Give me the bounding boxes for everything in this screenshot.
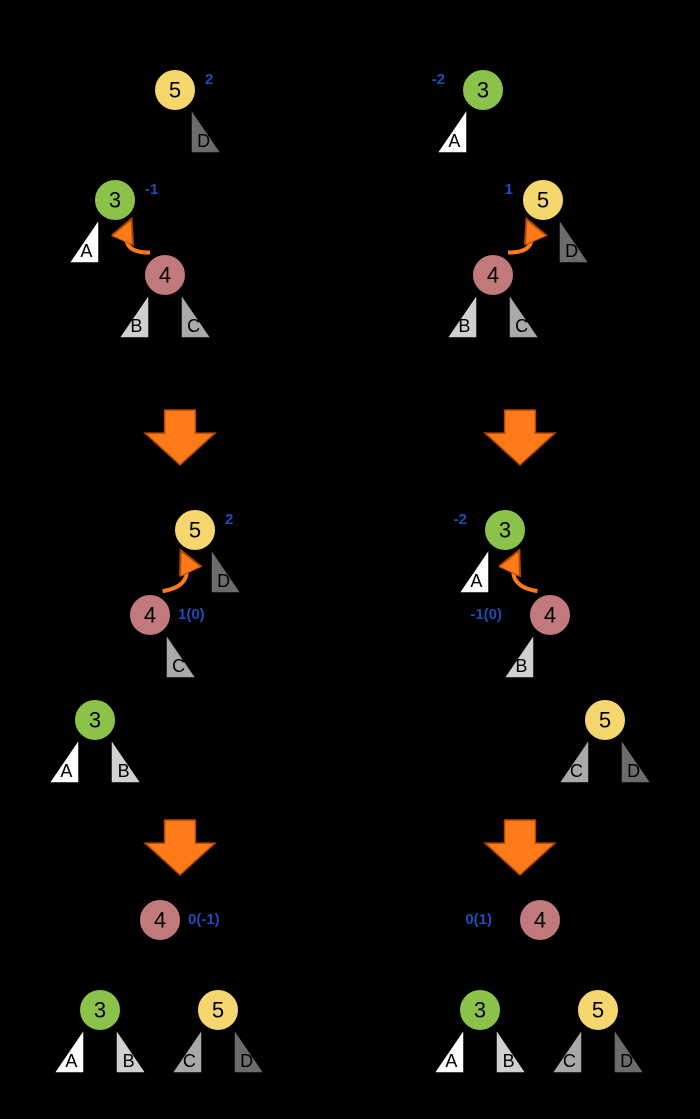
subtree-label: C: [183, 1051, 196, 1071]
node-label: 3: [89, 708, 101, 733]
node-label: 4: [144, 603, 156, 628]
step-arrow: [485, 820, 555, 875]
tree-edge: [551, 938, 586, 993]
subtree-label: A: [80, 241, 92, 261]
subtree-label: B: [503, 1051, 515, 1071]
balance-factor-label: -1: [145, 181, 158, 198]
step-arrow: [145, 820, 215, 875]
node-label: 4: [544, 603, 556, 628]
subtree-label: D: [565, 241, 578, 261]
edges-layer: [79, 90, 621, 1033]
node-label: 3: [94, 998, 106, 1023]
node-label: 3: [477, 78, 489, 103]
step-arrows-layer: [145, 410, 555, 875]
node-label: 3: [499, 518, 511, 543]
subtree-label: B: [118, 761, 130, 781]
node-label: 4: [534, 908, 546, 933]
subtree-label: A: [65, 1051, 77, 1071]
subtree-label: D: [627, 761, 640, 781]
balance-factor-label: 2: [225, 511, 233, 528]
balance-factor-label: 0(-1): [188, 911, 220, 928]
balance-factor-label: 1: [505, 181, 513, 198]
subtree-label: B: [458, 316, 470, 336]
tree-edge: [105, 634, 141, 702]
subtree-label: B: [123, 1051, 135, 1071]
tree-edge: [171, 938, 206, 993]
balance-factor-label: -2: [432, 71, 445, 88]
nodes-layer: 5 3 4 3 5 4 5 4 3 3 4 5 4 3 5 4 3 5: [74, 69, 626, 1031]
subtree-label: C: [570, 761, 583, 781]
node-label: 5: [537, 188, 549, 213]
node-label: 5: [212, 998, 224, 1023]
step-arrow: [485, 410, 555, 465]
node-label: 4: [154, 908, 166, 933]
balance-labels-layer: 2 -1 -2 1 2 1(0) -2 -1(0) 0(-1) 0(1): [145, 71, 513, 928]
balance-factor-label: 0(1): [465, 911, 492, 928]
node-label: 3: [109, 188, 121, 213]
subtree-label: A: [445, 1051, 457, 1071]
subtree-label: D: [620, 1051, 633, 1071]
subtree-label: A: [470, 571, 482, 591]
node-label: 5: [169, 78, 181, 103]
subtree-label: A: [60, 761, 72, 781]
step-arrow: [145, 410, 215, 465]
tree-edge: [112, 937, 149, 992]
diagram-canvas: D A B C A D B C D C A B A B C D A B C D A B C D 5 3 4 3 5 4 5 4 3 3 4 5 4 3 5 4…: [0, 0, 700, 1119]
subtree-label: C: [172, 656, 185, 676]
tree-edge: [125, 108, 165, 181]
node-label: 5: [189, 518, 201, 543]
balance-factor-label: -1(0): [470, 606, 502, 623]
node-label: 3: [474, 998, 486, 1023]
subtree-label: C: [187, 316, 200, 336]
balance-factor-label: 2: [205, 71, 213, 88]
subtree-label: B: [515, 656, 527, 676]
subtree-label: D: [217, 571, 230, 591]
tree-edge: [560, 634, 596, 702]
subtree-label: B: [130, 316, 142, 336]
tree-edge: [493, 108, 533, 181]
subtree-label: C: [563, 1051, 576, 1071]
subtree-label: A: [448, 131, 460, 151]
subtree-label: C: [515, 316, 528, 336]
node-label: 4: [159, 263, 171, 288]
node-label: 5: [592, 998, 604, 1023]
subtree-label: D: [197, 131, 210, 151]
node-label: 4: [487, 263, 499, 288]
node-label: 5: [599, 708, 611, 733]
balance-factor-label: -2: [454, 511, 467, 528]
tree-edge: [492, 937, 529, 992]
subtree-label: D: [240, 1051, 253, 1071]
balance-factor-label: 1(0): [178, 606, 205, 623]
